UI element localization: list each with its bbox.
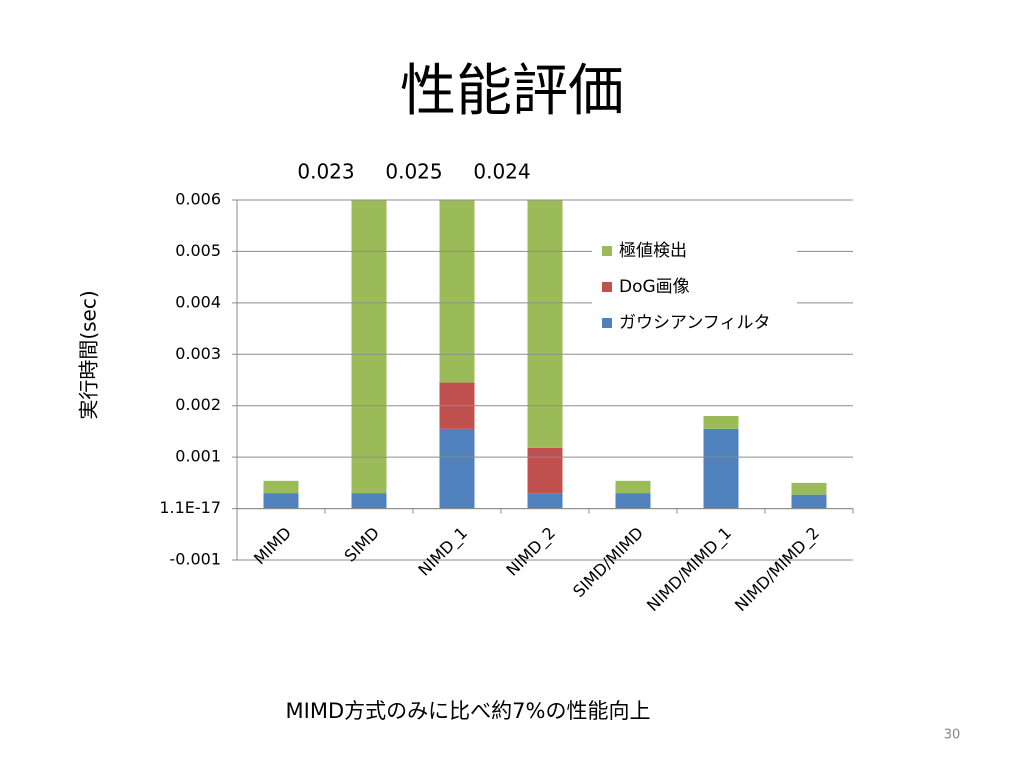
bar-segment [263, 480, 299, 494]
annotation: 0.024 [473, 160, 530, 184]
legend-label: DoG画像 [619, 277, 690, 297]
y-tick-label: 0.004 [175, 292, 221, 311]
bar-segment [351, 200, 387, 494]
chart-title: 性能評価 [400, 59, 624, 124]
bar-segment [791, 482, 827, 495]
y-tick-label: 0.001 [175, 447, 221, 466]
legend-swatch [602, 282, 612, 292]
bar-segment [615, 480, 651, 494]
annotation: 0.025 [385, 160, 442, 184]
y-tick-label: 0.003 [175, 344, 221, 363]
legend-label: 極値検出 [619, 241, 687, 261]
bar-segment [527, 493, 563, 509]
bar-segment [703, 416, 739, 429]
legend-swatch [602, 246, 612, 256]
bar-segment [263, 493, 299, 509]
x-tick-label: NIMD/MIMD_1 [643, 523, 736, 616]
bar-segment [527, 200, 563, 448]
legend-swatch [602, 318, 612, 328]
x-tick-label: SIMD [341, 523, 383, 565]
x-tick-label: MIMD [250, 523, 295, 568]
bar-segment [439, 200, 475, 383]
page-number: 30 [944, 728, 961, 743]
x-tick-label: SIMD/MIMD [569, 523, 647, 601]
bar-segment [703, 428, 739, 509]
y-tick-label: 1.1E-17 [159, 498, 221, 517]
y-tick-label: 0.005 [175, 241, 221, 260]
bar-segment [439, 428, 475, 509]
y-tick-label: 0.006 [175, 190, 221, 209]
x-tick-label: NIMD_1 [414, 523, 471, 580]
y-axis-label: 実行時間(sec) [77, 290, 101, 419]
bar-segment [615, 493, 651, 509]
y-tick-label: -0.001 [169, 550, 221, 569]
y-tick-label: 0.002 [175, 395, 221, 414]
bar-segment [351, 493, 387, 509]
x-tick-label: NIMD_2 [502, 523, 559, 580]
bar-segment [527, 447, 563, 494]
bar-segment [791, 494, 827, 509]
legend [592, 232, 797, 342]
note: MIMD方式のみに比べ約7%の性能向上 [286, 699, 651, 723]
legend-label: ガウシアンフィルタ [619, 313, 770, 333]
annotation: 0.023 [297, 160, 354, 184]
x-tick-label: NIMD/MIMD_2 [731, 523, 824, 616]
